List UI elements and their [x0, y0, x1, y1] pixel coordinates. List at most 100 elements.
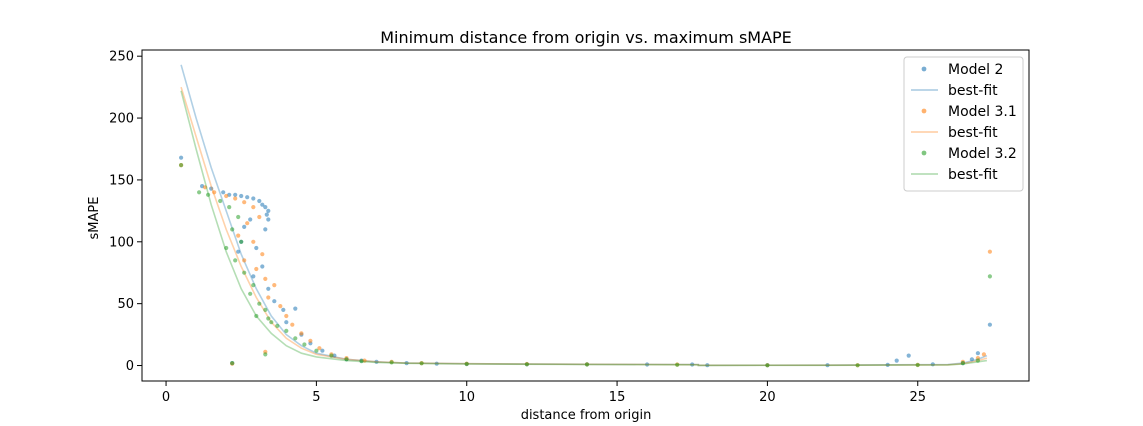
series-1-point	[260, 202, 265, 207]
series-2-point	[284, 313, 289, 319]
y-tick-label: 0	[126, 359, 134, 374]
series-2-point	[203, 185, 208, 190]
series-2-markers	[179, 163, 993, 368]
series-3-point	[675, 362, 680, 367]
series-1-point	[251, 196, 256, 201]
series-3-point	[302, 342, 307, 347]
legend-box	[903, 56, 1024, 192]
series-3-point	[242, 270, 247, 275]
x-axis-label: distance from origin	[521, 408, 652, 423]
series-3-point	[765, 363, 770, 368]
series-1-point	[251, 274, 256, 279]
series-1-point	[272, 299, 277, 304]
series-3-point	[314, 348, 319, 353]
series-2-point	[233, 196, 238, 201]
legend-entry: best-fit	[911, 125, 998, 141]
y-tick-label: 150	[109, 173, 134, 188]
series-3-point	[224, 245, 229, 251]
y-tick-label: 50	[117, 297, 134, 312]
series-3-point	[239, 239, 244, 244]
x-tick-label: 25	[909, 390, 926, 405]
series-3-point	[329, 353, 334, 358]
series-3-point	[230, 361, 235, 366]
series-3-point	[975, 358, 981, 363]
series-1-point	[221, 190, 226, 195]
series-1-point	[987, 322, 993, 327]
series-1-point	[254, 245, 259, 251]
series-1-point	[239, 193, 244, 199]
series-2-point	[257, 214, 262, 220]
series-2-point	[251, 205, 256, 210]
legend-marker	[921, 108, 927, 114]
series-2-point	[266, 295, 271, 300]
series-3-best-fit-line	[180, 90, 988, 367]
series-2-point	[299, 331, 304, 336]
series-3-point	[915, 362, 920, 368]
series-1-point	[930, 362, 935, 367]
series-1-point	[281, 307, 286, 312]
series-1-point	[248, 217, 253, 222]
series-1-point	[690, 362, 695, 367]
series-3-point	[987, 274, 993, 279]
series-3-markers	[179, 163, 993, 368]
plot-frame	[141, 49, 1030, 382]
series-3-point	[284, 328, 289, 333]
series-3-point	[524, 362, 530, 367]
series-1-point	[233, 192, 238, 197]
series-1-point	[705, 363, 710, 368]
legend: Model 2 best-fit Model 3.1 best-fit Model 3.…	[903, 56, 1024, 192]
legend-label: best-fit	[948, 125, 998, 141]
series-3-point	[584, 362, 590, 367]
legend-entry: best-fit	[911, 167, 998, 183]
series-1-point	[260, 264, 265, 269]
legend-entry: Model 3.2	[921, 146, 1017, 162]
series-2-point	[260, 252, 265, 257]
series-1-point	[266, 286, 271, 291]
series-2-point	[278, 304, 283, 309]
series-3-point	[254, 313, 259, 319]
legend-label: Model 3.1	[948, 104, 1017, 120]
x-tick-label: 10	[458, 390, 475, 405]
series-3-point	[263, 307, 268, 312]
series-3-point	[275, 323, 280, 328]
series-2-point	[308, 338, 313, 343]
series-1-point	[374, 359, 379, 364]
series-1-point	[266, 217, 271, 222]
series-3-point	[269, 320, 274, 325]
series-2-point	[236, 233, 241, 238]
x-tick-label: 15	[609, 390, 626, 405]
series-2-point	[212, 190, 217, 195]
series-1-markers	[179, 155, 993, 368]
series-2-point	[272, 283, 277, 288]
series-3-point	[218, 198, 223, 204]
legend-marker	[921, 150, 927, 156]
legend-label: Model 3.2	[948, 146, 1017, 162]
series-1-point	[257, 198, 262, 204]
plot-area	[179, 64, 993, 368]
plot-marks	[179, 64, 993, 368]
series-3-point	[960, 361, 966, 366]
series-1-point	[293, 306, 298, 311]
series-1-best-fit-line	[180, 64, 988, 367]
series-2-point	[242, 258, 247, 263]
series-1-point	[969, 357, 975, 362]
series-1-point	[245, 195, 250, 200]
series-3-point	[179, 163, 184, 168]
series-1-point	[825, 363, 830, 368]
series-2-point	[317, 346, 322, 351]
series-3-point	[344, 357, 349, 362]
series-2-point	[290, 322, 295, 327]
series-3-point	[855, 363, 860, 368]
series-3-point	[359, 359, 364, 364]
series-2-point	[251, 239, 256, 244]
series-1-point	[266, 208, 271, 213]
series-1-point	[906, 353, 911, 358]
series-3-point	[257, 301, 262, 306]
legend-marker	[921, 66, 927, 72]
y-tick-label: 100	[109, 235, 134, 250]
series-1-point	[236, 249, 241, 254]
series-1-point	[885, 362, 890, 367]
series-3-point	[293, 336, 298, 341]
series-2-point	[224, 193, 229, 199]
legend-label: Model 2	[948, 62, 1003, 78]
